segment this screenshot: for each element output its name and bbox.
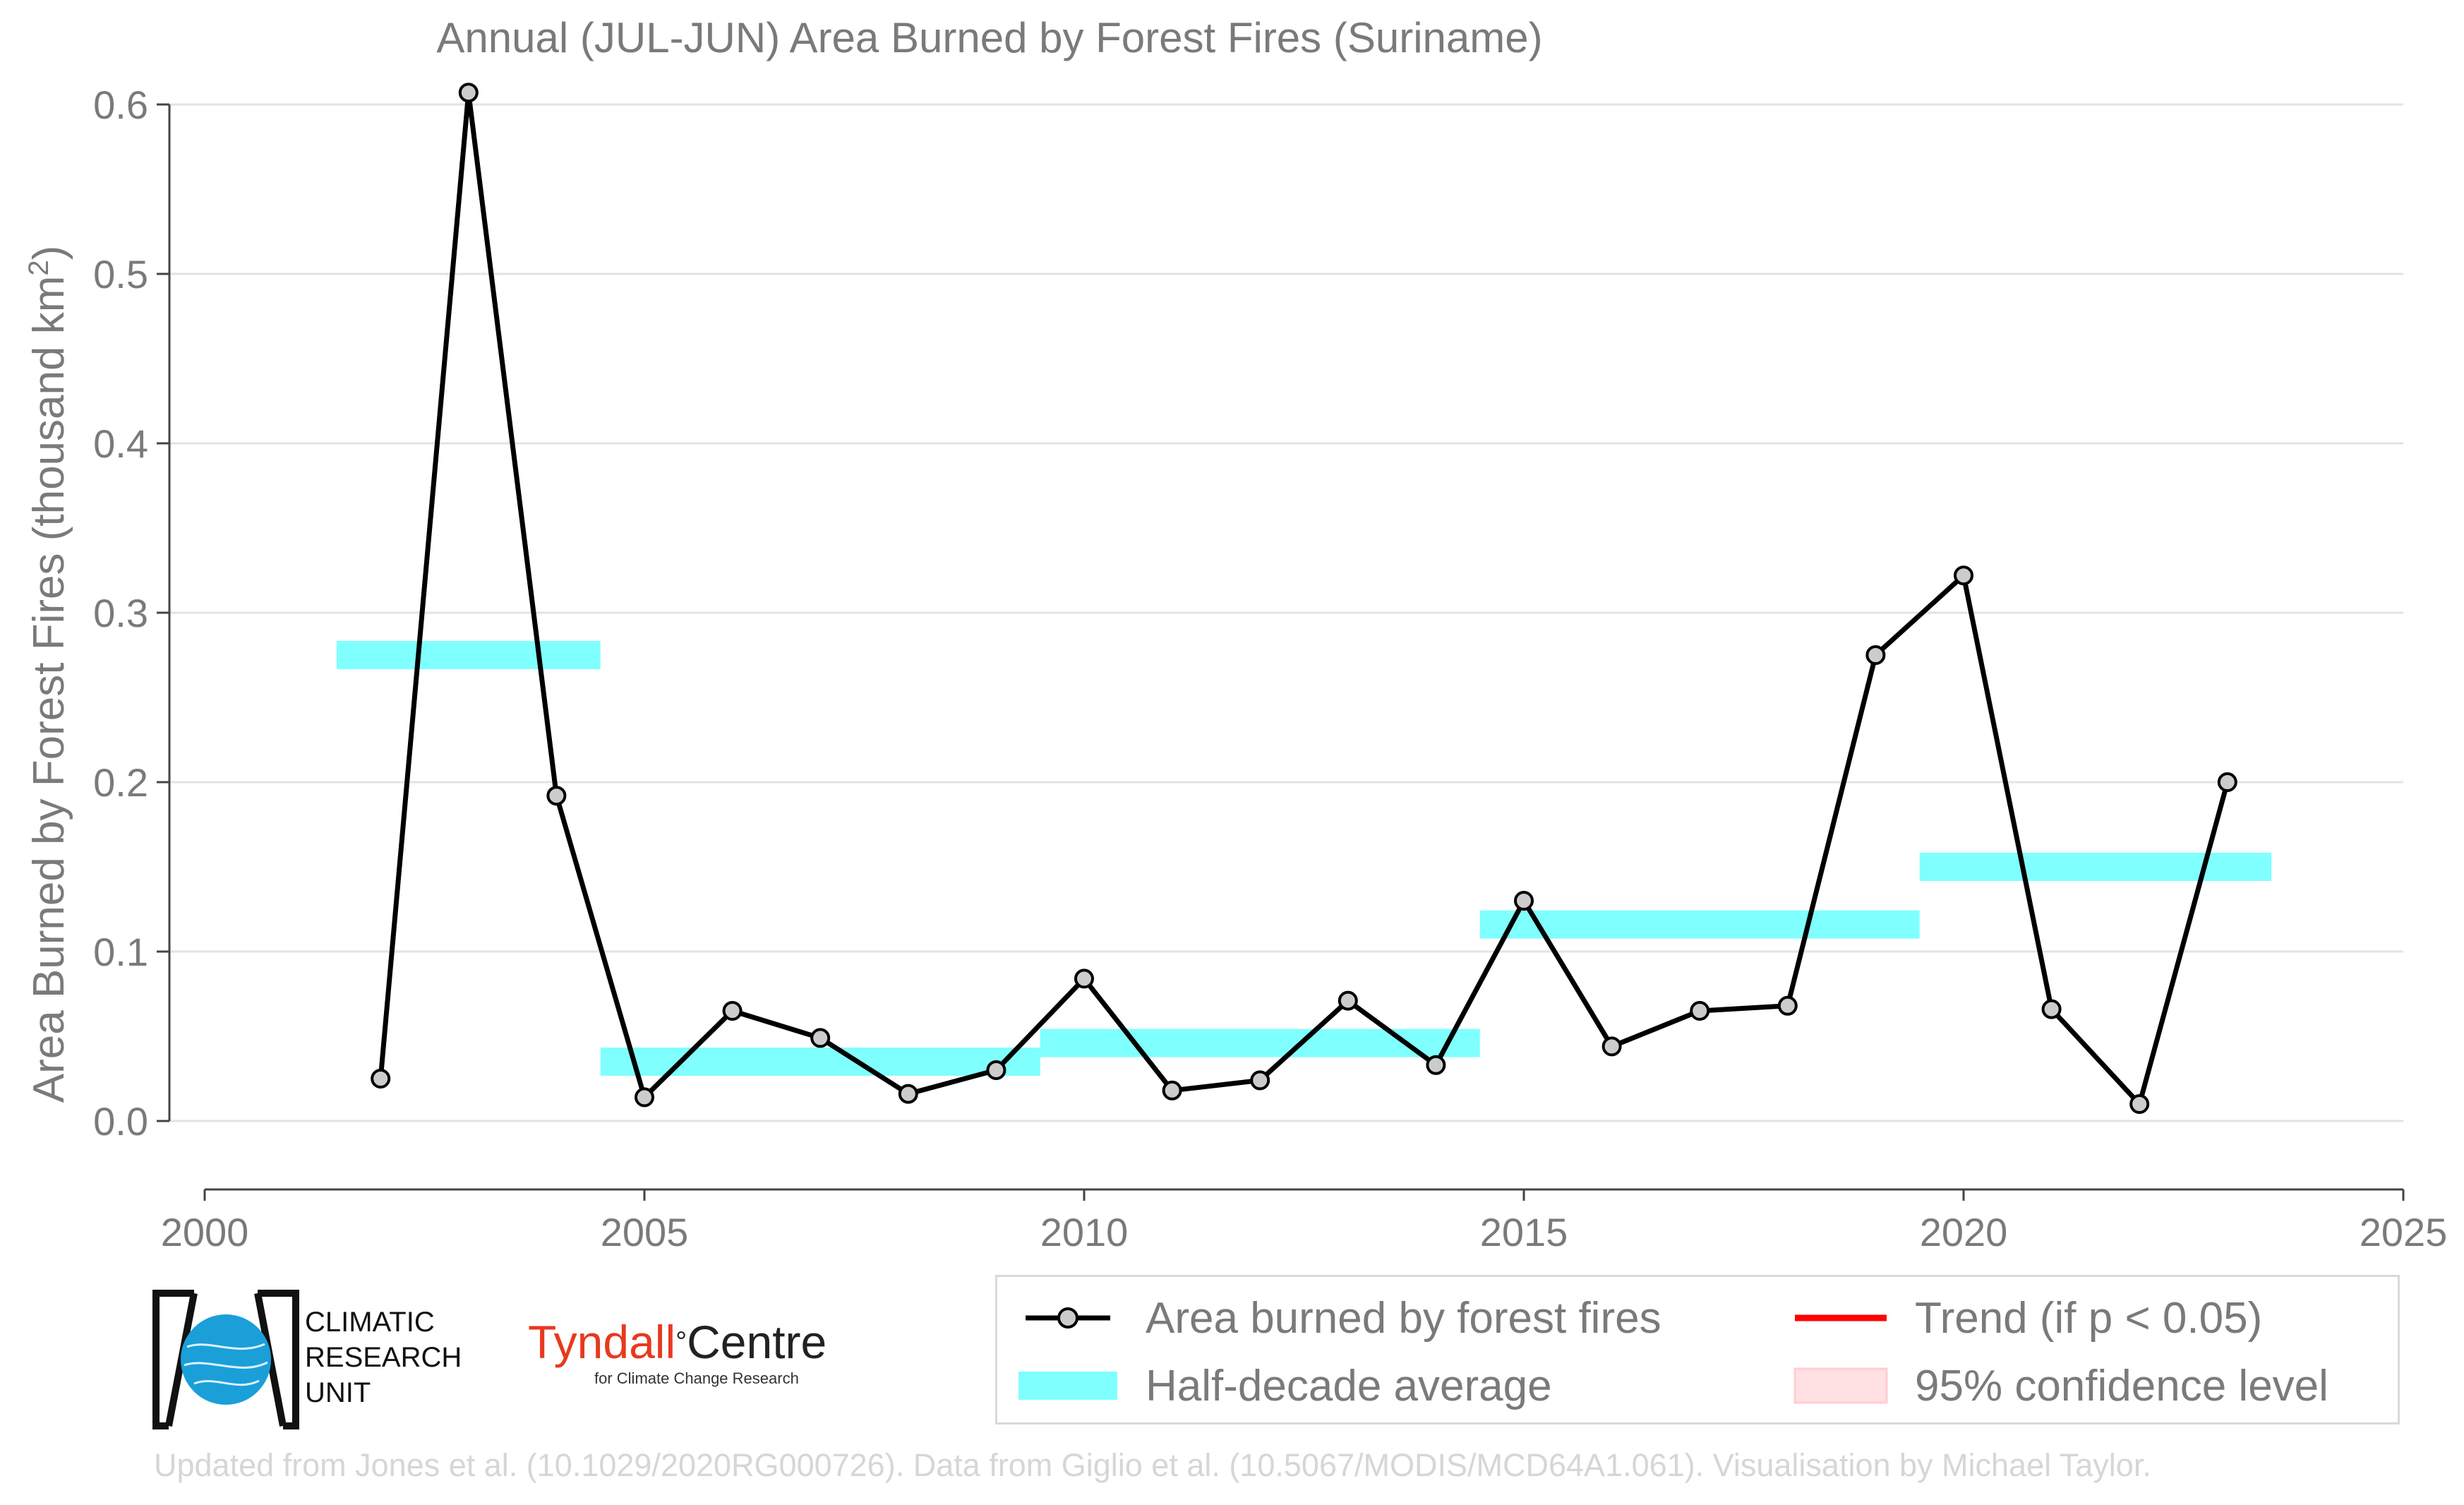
data-point bbox=[1514, 891, 1534, 911]
y-tick-label: 0.5 bbox=[93, 252, 148, 296]
legend-label-area-burned: Area burned by forest fires bbox=[1146, 1293, 1661, 1343]
legend: Area burned by forest fires Trend (if p … bbox=[995, 1275, 2400, 1425]
legend-label-half-decade: Half-decade average bbox=[1146, 1361, 1552, 1410]
data-point bbox=[898, 1084, 918, 1104]
legend-item-confidence: 95% confidence level bbox=[1781, 1352, 2328, 1420]
data-point bbox=[2217, 772, 2237, 792]
x-tick-label: 2020 bbox=[1920, 1210, 2008, 1254]
tyndall-subtitle: for Climate Change Research bbox=[594, 1369, 799, 1387]
data-point bbox=[2129, 1094, 2150, 1114]
gridlines bbox=[169, 103, 2403, 1122]
tyndall-name-a: Tyndall bbox=[528, 1316, 676, 1368]
half-decade-average-bars bbox=[336, 641, 2272, 1076]
half-decade-average-bar bbox=[336, 641, 601, 669]
y-axis-label-superscript: 2 bbox=[23, 260, 54, 275]
axes: 0.0 0.1 0.2 0.3 0.4 0.5 0.6 2000 2005 2010 2015 202… bbox=[93, 83, 2447, 1254]
y-axis-label: Area Burned by Forest Fires (thousand km… bbox=[23, 246, 73, 1103]
data-point bbox=[1865, 645, 1886, 665]
data-point bbox=[1777, 995, 1798, 1016]
data-point bbox=[810, 1028, 831, 1048]
legend-pink-box-icon bbox=[1781, 1352, 1894, 1420]
half-decade-average-bar bbox=[1479, 910, 1920, 939]
legend-cyan-bar-icon bbox=[1011, 1352, 1124, 1420]
data-point bbox=[1690, 1001, 1710, 1021]
chart-title: Annual (JUL-JUN) Area Burned by Forest F… bbox=[436, 14, 1542, 61]
series-line-path bbox=[378, 90, 2230, 1107]
half-decade-average-bar bbox=[1919, 853, 2272, 881]
data-point bbox=[1250, 1070, 1270, 1091]
x-tick-label: 2025 bbox=[2360, 1210, 2448, 1254]
legend-red-line-icon bbox=[1781, 1284, 1894, 1352]
tyndall-name: Tyndall°Centre bbox=[528, 1317, 827, 1367]
tyndall-name-b: Centre bbox=[687, 1316, 827, 1368]
footer-credit: Updated from Jones et al. (10.1029/2020R… bbox=[154, 1447, 2151, 1483]
legend-line-marker-icon bbox=[1011, 1284, 1124, 1352]
y-tick-label: 0.6 bbox=[93, 83, 148, 127]
data-point bbox=[1954, 565, 1973, 586]
data-point bbox=[458, 83, 479, 103]
x-tick-label: 2000 bbox=[161, 1210, 249, 1254]
y-axis-label-close: ) bbox=[25, 246, 73, 260]
cru-line-1: CLIMATIC bbox=[305, 1307, 435, 1338]
data-point bbox=[722, 1001, 743, 1021]
y-tick-label: 0.1 bbox=[93, 930, 148, 974]
tyndall-logo: Tyndall°Centre for Climate Change Resear… bbox=[528, 1317, 827, 1388]
data-point bbox=[1074, 969, 1094, 989]
data-point bbox=[1162, 1080, 1182, 1101]
legend-label-trend: Trend (if p < 0.05) bbox=[1915, 1293, 2263, 1343]
legend-item-half-decade: Half-decade average bbox=[1011, 1352, 1552, 1420]
legend-item-trend: Trend (if p < 0.05) bbox=[1781, 1284, 2262, 1352]
cru-logo-icon bbox=[152, 1289, 300, 1430]
half-decade-average-bar bbox=[600, 1048, 1040, 1076]
data-point bbox=[986, 1060, 1006, 1080]
data-point bbox=[546, 786, 567, 806]
x-tick-label: 2005 bbox=[601, 1210, 689, 1254]
cru-line-3: UNIT bbox=[305, 1377, 371, 1408]
y-tick-label: 0.0 bbox=[93, 1099, 148, 1144]
data-point bbox=[1601, 1036, 1622, 1057]
y-axis-label-main: Area Burned by Forest Fires (thousand km bbox=[25, 276, 73, 1103]
data-point bbox=[371, 1069, 391, 1089]
series-line bbox=[378, 90, 2230, 1107]
data-point bbox=[1338, 990, 1358, 1011]
data-point bbox=[635, 1087, 654, 1108]
data-point bbox=[2041, 999, 2062, 1019]
half-decade-average-bar bbox=[1040, 1029, 1480, 1057]
y-tick-label: 0.3 bbox=[93, 591, 148, 635]
cru-line-2: RESEARCH bbox=[305, 1342, 462, 1373]
x-tick-label: 2010 bbox=[1040, 1210, 1129, 1254]
legend-item-area-burned: Area burned by forest fires bbox=[1011, 1284, 1661, 1352]
series-points bbox=[371, 83, 2237, 1114]
x-tick-label: 2015 bbox=[1480, 1210, 1568, 1254]
data-point bbox=[1426, 1055, 1446, 1075]
y-tick-label: 0.4 bbox=[93, 421, 148, 466]
y-tick-label: 0.2 bbox=[93, 760, 148, 805]
tyndall-degree: ° bbox=[675, 1326, 687, 1357]
legend-label-confidence: 95% confidence level bbox=[1915, 1361, 2328, 1410]
cru-logo-text: CLIMATIC RESEARCH UNIT bbox=[305, 1305, 462, 1410]
